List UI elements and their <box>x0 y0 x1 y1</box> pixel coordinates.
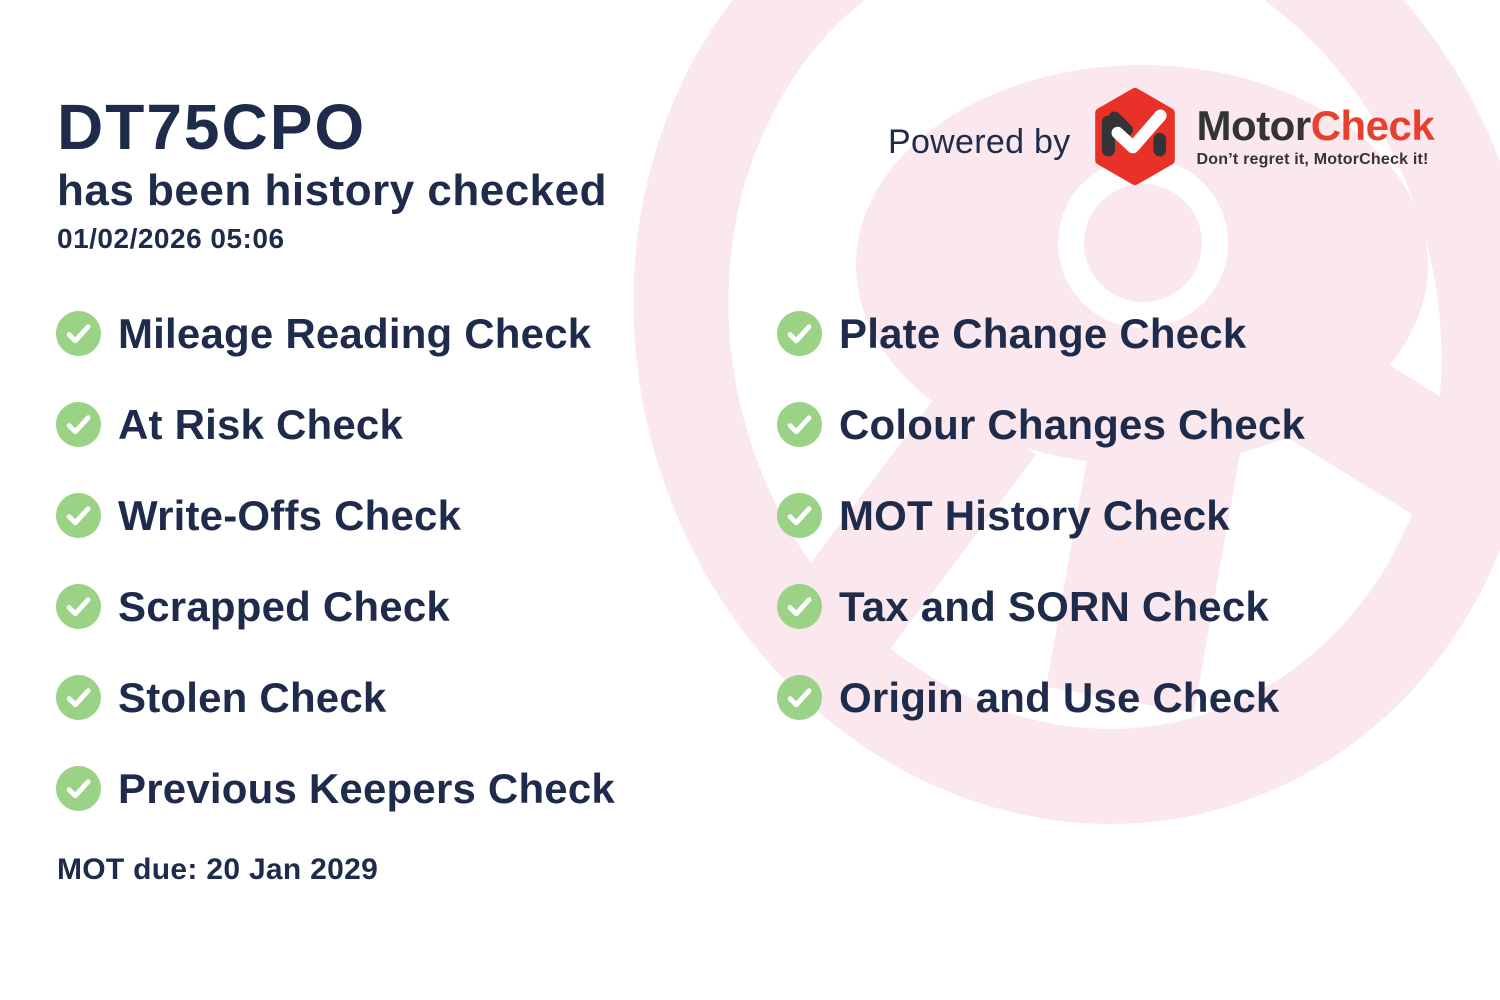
check-circle-icon <box>56 311 101 356</box>
check-circle-icon <box>777 402 822 447</box>
check-circle-icon <box>777 675 822 720</box>
brand-block: MotorCheck Don’t regret it, MotorCheck i… <box>1197 104 1435 169</box>
check-item: At Risk Check <box>56 400 615 448</box>
subtitle: has been history checked <box>57 166 607 215</box>
check-item-label: Plate Change Check <box>839 309 1247 357</box>
brand-name-check: Check <box>1310 102 1435 149</box>
check-item: Plate Change Check <box>777 309 1305 357</box>
mot-due-text: MOT due: 20 Jan 2029 <box>57 853 379 886</box>
check-circle-icon <box>777 311 822 356</box>
check-item: Write-Offs Check <box>56 491 615 539</box>
check-item: MOT History Check <box>777 491 1305 539</box>
check-item-label: Previous Keepers Check <box>118 764 615 812</box>
check-circle-icon <box>56 675 101 720</box>
check-timestamp: 01/02/2026 05:06 <box>57 223 285 254</box>
vehicle-registration: DT75CPO <box>57 91 367 163</box>
check-item-label: Colour Changes Check <box>839 400 1306 448</box>
check-circle-icon <box>56 493 101 538</box>
header: DT75CPO has been history checked 01/02/2… <box>57 95 607 256</box>
brand-name: MotorCheck <box>1197 104 1435 148</box>
check-circle-icon <box>56 584 101 629</box>
check-item: Previous Keepers Check <box>56 764 615 812</box>
check-circle-icon <box>777 493 822 538</box>
check-item: Origin and Use Check <box>777 673 1305 721</box>
check-item: Mileage Reading Check <box>56 309 615 357</box>
checks-column-right: Plate Change Check Colour Changes Check … <box>777 309 1306 766</box>
check-item: Stolen Check <box>56 673 615 721</box>
brand-tagline: Don’t regret it, MotorCheck it! <box>1196 151 1429 168</box>
check-item-label: Write-Offs Check <box>118 491 462 539</box>
check-circle-icon <box>56 402 101 447</box>
powered-by-block: Powered by MotorCheck Don’t regret it, M… <box>888 88 1435 185</box>
check-item-label: MOT History Check <box>839 491 1230 539</box>
check-item-label: Tax and SORN Check <box>839 582 1269 630</box>
check-item: Colour Changes Check <box>777 400 1306 448</box>
checks-column-left: Mileage Reading Check At Risk Check Writ… <box>56 309 615 857</box>
check-item-label: At Risk Check <box>118 400 404 448</box>
check-item-label: Mileage Reading Check <box>118 309 592 357</box>
check-item-label: Origin and Use Check <box>839 673 1280 721</box>
motorcheck-logo-icon <box>1094 88 1175 185</box>
check-item: Scrapped Check <box>56 582 615 630</box>
check-item-label: Scrapped Check <box>118 582 450 630</box>
check-circle-icon <box>777 584 822 629</box>
check-item-label: Stolen Check <box>118 673 387 721</box>
powered-by-label: Powered by <box>888 123 1071 161</box>
brand-name-motor: Motor <box>1196 102 1312 149</box>
check-circle-icon <box>56 766 101 811</box>
check-item: Tax and SORN Check <box>777 582 1305 630</box>
